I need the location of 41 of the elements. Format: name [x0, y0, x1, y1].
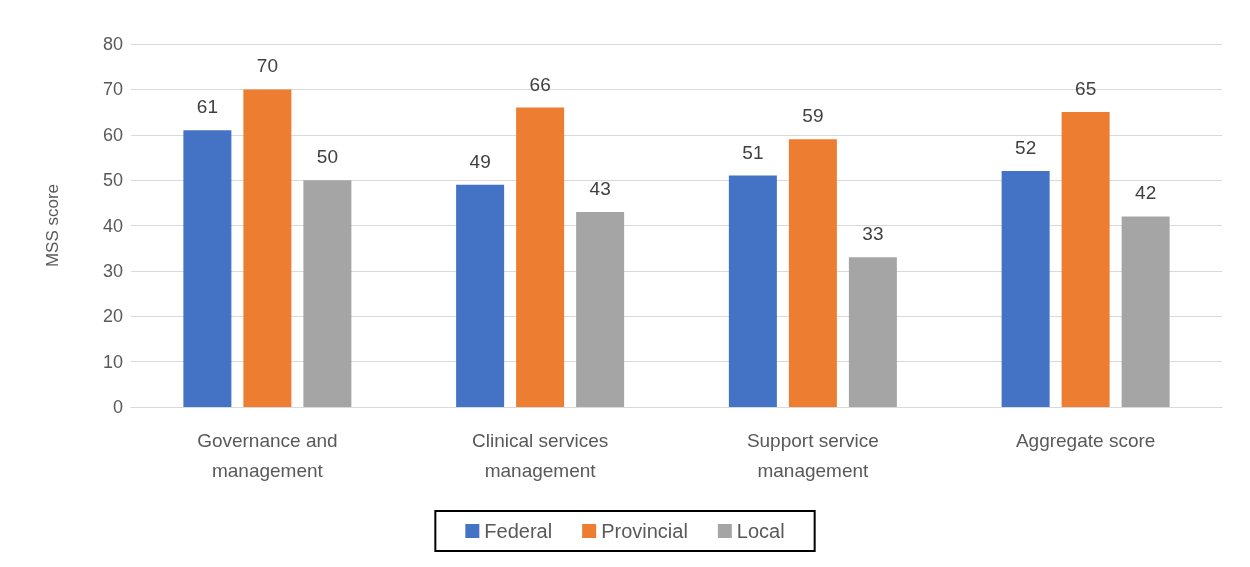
data-label: 61	[196, 96, 218, 118]
data-label: 70	[256, 55, 278, 77]
data-label: 49	[469, 150, 491, 172]
y-tick-label: 80	[102, 34, 123, 54]
y-tick-label: 0	[112, 397, 123, 417]
data-label: 66	[529, 73, 551, 95]
bar	[183, 130, 232, 407]
bar	[728, 175, 777, 407]
data-label: 59	[802, 105, 824, 127]
bar	[576, 211, 625, 407]
legend-label: Local	[736, 520, 785, 542]
y-tick-label: 20	[102, 306, 123, 327]
data-label: 43	[589, 177, 611, 199]
bar	[456, 184, 505, 407]
y-tick-label: 70	[102, 79, 123, 100]
x-tick-label: Aggregate score	[1015, 429, 1156, 451]
y-tick-label: 30	[102, 260, 123, 281]
data-label: 33	[862, 223, 884, 245]
y-tick-label: 50	[102, 170, 123, 191]
bar	[1001, 171, 1050, 407]
data-label: 51	[742, 141, 764, 163]
bar	[516, 107, 565, 407]
data-label: 65	[1075, 78, 1097, 100]
x-tick-label: Governance and management	[197, 429, 338, 481]
bar	[1121, 216, 1170, 407]
legend-label: Federal	[484, 520, 553, 542]
bar	[848, 257, 897, 407]
y-tick-label: 60	[102, 124, 123, 145]
legend-label: Provincial	[601, 520, 688, 542]
x-tick-label: Clinical services management	[472, 429, 609, 481]
bar	[788, 139, 837, 407]
y-tick-label: 10	[102, 351, 123, 372]
y-tick-label: 40	[102, 215, 123, 236]
data-label: 50	[316, 146, 338, 168]
data-label: 52	[1015, 137, 1037, 159]
x-tick-label: Support service management	[746, 429, 879, 481]
bar	[303, 180, 352, 407]
bar	[1061, 112, 1110, 407]
data-label: 42	[1135, 182, 1157, 204]
y-axis-title: MSS score	[43, 183, 62, 268]
bar	[243, 89, 292, 407]
